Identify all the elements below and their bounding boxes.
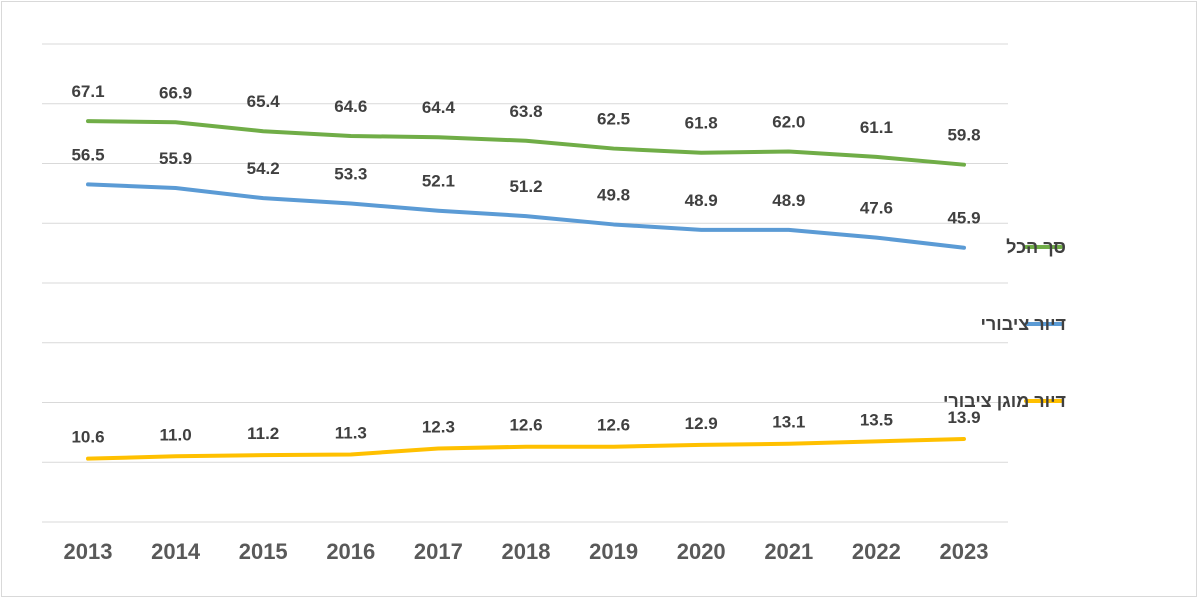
data-label: 12.3 <box>422 418 455 437</box>
data-label: 63.8 <box>509 102 542 121</box>
data-label: 64.4 <box>422 98 456 117</box>
data-label: 64.6 <box>334 97 367 116</box>
series-line-2 <box>86 436 966 461</box>
data-label: 62.5 <box>597 110 630 129</box>
x-tick-label: 2018 <box>502 539 551 564</box>
data-label: 52.1 <box>422 172 455 191</box>
data-label: 11.2 <box>247 424 279 443</box>
data-label: 61.1 <box>860 118 893 137</box>
series-line-1 <box>86 182 966 250</box>
legend-item-2: דיור מוגן ציבורי <box>943 391 1066 411</box>
data-label: 13.5 <box>860 410 893 429</box>
data-label: 55.9 <box>159 149 192 168</box>
legend-label: דיור ציבורי <box>981 314 1067 334</box>
data-label: 53.3 <box>334 165 367 184</box>
x-tick-label: 2022 <box>852 539 901 564</box>
series-line-0 <box>86 119 966 167</box>
data-label: 11.0 <box>160 425 192 444</box>
data-label: 12.6 <box>597 416 630 435</box>
legend-label: סך הכל <box>1006 237 1066 257</box>
x-axis-ticks: 2013 2014 2015 2016 2017 2018 2019 2020 2021 2022… <box>64 539 989 564</box>
x-tick-label: 2014 <box>151 539 201 564</box>
data-label: 11.3 <box>335 423 367 442</box>
data-label: 48.9 <box>772 191 805 210</box>
x-tick-label: 2013 <box>64 539 113 564</box>
gridlines <box>42 43 1008 523</box>
data-label: 13.1 <box>772 413 805 432</box>
series-lines <box>86 119 966 461</box>
data-label: 51.2 <box>509 177 542 196</box>
legend-item-0: סך הכל <box>1006 237 1066 257</box>
data-label: 10.6 <box>71 428 104 447</box>
x-tick-label: 2017 <box>414 539 463 564</box>
data-label: 66.9 <box>159 83 192 102</box>
legend-item-1: דיור ציבורי <box>981 314 1067 334</box>
data-label: 12.9 <box>685 414 718 433</box>
data-label: 13.9 <box>947 408 980 427</box>
data-label: 65.4 <box>247 92 281 111</box>
data-label: 59.8 <box>947 126 980 145</box>
data-label: 67.1 <box>71 82 104 101</box>
legend-label: דיור מוגן ציבורי <box>943 391 1066 411</box>
x-tick-label: 2016 <box>326 539 375 564</box>
data-label: 12.6 <box>509 416 542 435</box>
data-label: 47.6 <box>860 199 893 218</box>
data-label: 56.5 <box>71 145 104 164</box>
x-tick-label: 2019 <box>589 539 638 564</box>
data-label: 54.2 <box>247 159 280 178</box>
x-tick-label: 2023 <box>940 539 989 564</box>
x-tick-label: 2015 <box>239 539 288 564</box>
data-label: 49.8 <box>597 185 630 204</box>
data-label: 45.9 <box>947 209 980 228</box>
data-label: 62.0 <box>772 113 805 132</box>
data-labels: 67.1 66.9 65.4 64.6 64.4 63.8 62.5 61.8 62.0 61.1… <box>71 82 980 447</box>
data-label: 61.8 <box>685 114 718 133</box>
x-tick-label: 2020 <box>677 539 726 564</box>
data-label: 48.9 <box>685 191 718 210</box>
x-tick-label: 2021 <box>764 539 813 564</box>
legend: סך הכל דיור ציבורי דיור מוגן ציבורי <box>943 237 1066 411</box>
